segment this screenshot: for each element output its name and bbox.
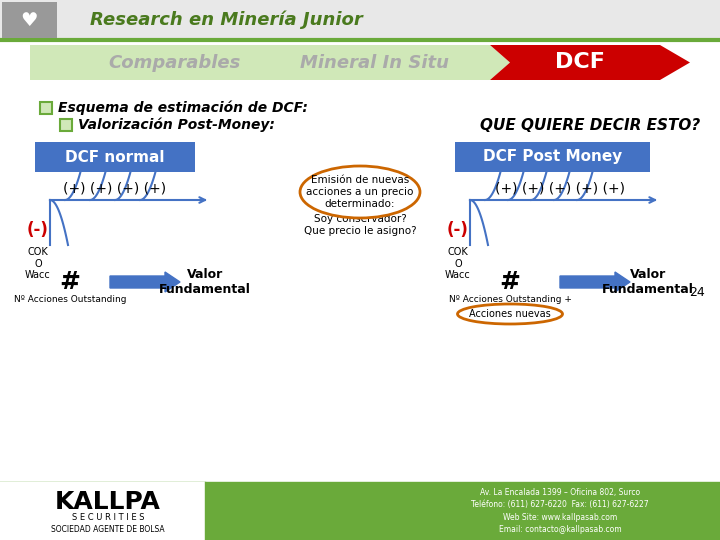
Text: DCF: DCF	[555, 52, 605, 72]
Text: Soy conservador?
Que precio le asigno?: Soy conservador? Que precio le asigno?	[304, 214, 416, 236]
FancyBboxPatch shape	[60, 119, 72, 131]
Text: Valorización Post-Money:: Valorización Post-Money:	[78, 118, 275, 132]
Text: Valor
Fundamental: Valor Fundamental	[159, 268, 251, 296]
Text: Research en Minería Junior: Research en Minería Junior	[90, 11, 363, 29]
FancyArrow shape	[560, 272, 630, 292]
FancyArrow shape	[110, 272, 180, 292]
Text: Comparables: Comparables	[109, 53, 241, 71]
FancyBboxPatch shape	[455, 142, 650, 172]
Text: QUE QUIERE DECIR ESTO?: QUE QUIERE DECIR ESTO?	[480, 118, 701, 132]
FancyBboxPatch shape	[40, 102, 52, 114]
FancyBboxPatch shape	[0, 0, 720, 40]
Text: (+) (+) (+) (+) (+): (+) (+) (+) (+) (+)	[495, 181, 625, 195]
Text: Valor
Fundamental: Valor Fundamental	[602, 268, 694, 296]
Text: Emisión de nuevas
acciones a un precio
determinado:: Emisión de nuevas acciones a un precio d…	[306, 176, 414, 208]
FancyBboxPatch shape	[0, 482, 720, 540]
Ellipse shape	[457, 304, 562, 324]
Text: COK
O
Wacc: COK O Wacc	[445, 247, 471, 280]
Text: 24: 24	[689, 286, 705, 299]
FancyBboxPatch shape	[2, 2, 57, 38]
Text: #: #	[500, 270, 521, 294]
Text: KALLPA: KALLPA	[55, 490, 161, 514]
FancyBboxPatch shape	[0, 482, 205, 540]
Text: DCF Post Money: DCF Post Money	[483, 150, 622, 165]
Text: Acciones nuevas: Acciones nuevas	[469, 309, 551, 319]
Text: SOCIEDAD AGENTE DE BOLSA: SOCIEDAD AGENTE DE BOLSA	[51, 524, 165, 534]
Text: Mineral In Situ: Mineral In Situ	[300, 53, 449, 71]
Text: (+) (+) (+) (+): (+) (+) (+) (+)	[63, 181, 166, 195]
Text: Nº Acciones Outstanding: Nº Acciones Outstanding	[14, 294, 126, 303]
Text: Esquema de estimación de DCF:: Esquema de estimación de DCF:	[58, 101, 308, 115]
Polygon shape	[490, 45, 690, 80]
Polygon shape	[30, 45, 510, 80]
Text: DCF normal: DCF normal	[66, 150, 165, 165]
Text: #: #	[60, 270, 81, 294]
Text: COK
O
Wacc: COK O Wacc	[25, 247, 51, 280]
FancyBboxPatch shape	[35, 142, 195, 172]
Text: Av. La Encalada 1399 – Oficina 802, Surco
Teléfono: (611) 627-6220  Fax: (611) 6: Av. La Encalada 1399 – Oficina 802, Surc…	[471, 488, 649, 534]
Ellipse shape	[300, 166, 420, 218]
Text: (-): (-)	[27, 221, 49, 239]
Text: (-): (-)	[447, 221, 469, 239]
Text: Nº Acciones Outstanding +: Nº Acciones Outstanding +	[449, 294, 572, 303]
Text: S E C U R I T I E S: S E C U R I T I E S	[72, 514, 144, 523]
Text: ♥: ♥	[20, 10, 37, 30]
